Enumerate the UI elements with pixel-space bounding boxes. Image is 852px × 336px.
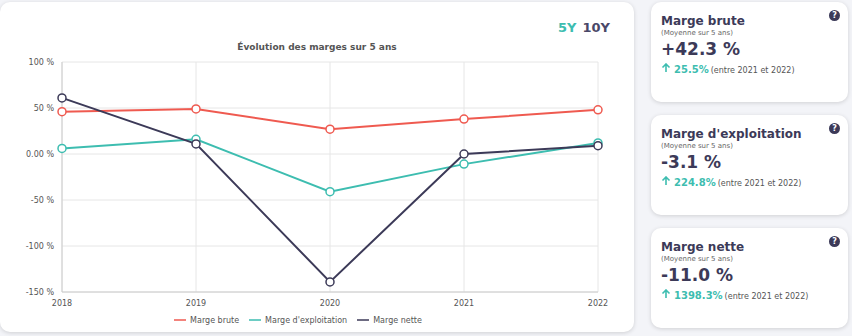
html-text:224.8%(entre 2021 et 2022): 224.8%(entre 2021 et 2022) — [674, 177, 802, 188]
html-text:+42.3 %: +42.3 % — [661, 39, 741, 59]
html-text:5Y 10Y: 5Y 10Y — [558, 20, 610, 35]
html-text:1398.3%(entre 2021 et 2022): 1398.3%(entre 2021 et 2022) — [674, 290, 809, 301]
svg-text:50 %: 50 % — [34, 104, 55, 113]
html-text:(Moyenne sur 5 ans): (Moyenne sur 5 ans) — [661, 142, 733, 150]
svg-text:0.00 %: 0.00 % — [26, 150, 54, 159]
html-text:Marge d'exploitation: Marge d'exploitation — [265, 315, 348, 325]
html-text:-11.0 %: -11.0 % — [661, 265, 733, 285]
html-text:Marge d'exploitation: Marge d'exploitation — [661, 127, 802, 141]
svg-text:2021: 2021 — [454, 299, 474, 308]
html-text:25.5%(entre 2021 et 2022): 25.5%(entre 2021 et 2022) — [674, 64, 795, 75]
html-text:-3.1 %: -3.1 % — [661, 152, 722, 172]
html-text:Marge brute: Marge brute — [661, 14, 745, 28]
svg-text:-150 %: -150 % — [26, 288, 55, 297]
svg-text:2018: 2018 — [52, 299, 72, 308]
html-text:Marge brute: Marge brute — [190, 315, 240, 325]
svg-text:100 %: 100 % — [29, 58, 55, 67]
svg-text:2019: 2019 — [186, 299, 206, 308]
svg-text:2020: 2020 — [320, 299, 340, 308]
svg-text:2022: 2022 — [588, 299, 608, 308]
html-text:(Moyenne sur 5 ans): (Moyenne sur 5 ans) — [661, 29, 733, 37]
svg-text:-100 %: -100 % — [26, 242, 55, 251]
svg-text:-50 %: -50 % — [31, 196, 55, 205]
html-text:Évolution des marges sur 5 ans: Évolution des marges sur 5 ans — [237, 42, 397, 52]
html-text:Marge nette: Marge nette — [661, 240, 745, 254]
html-text:(Moyenne sur 5 ans): (Moyenne sur 5 ans) — [661, 255, 733, 263]
html-text:Marge nette: Marge nette — [373, 315, 422, 325]
